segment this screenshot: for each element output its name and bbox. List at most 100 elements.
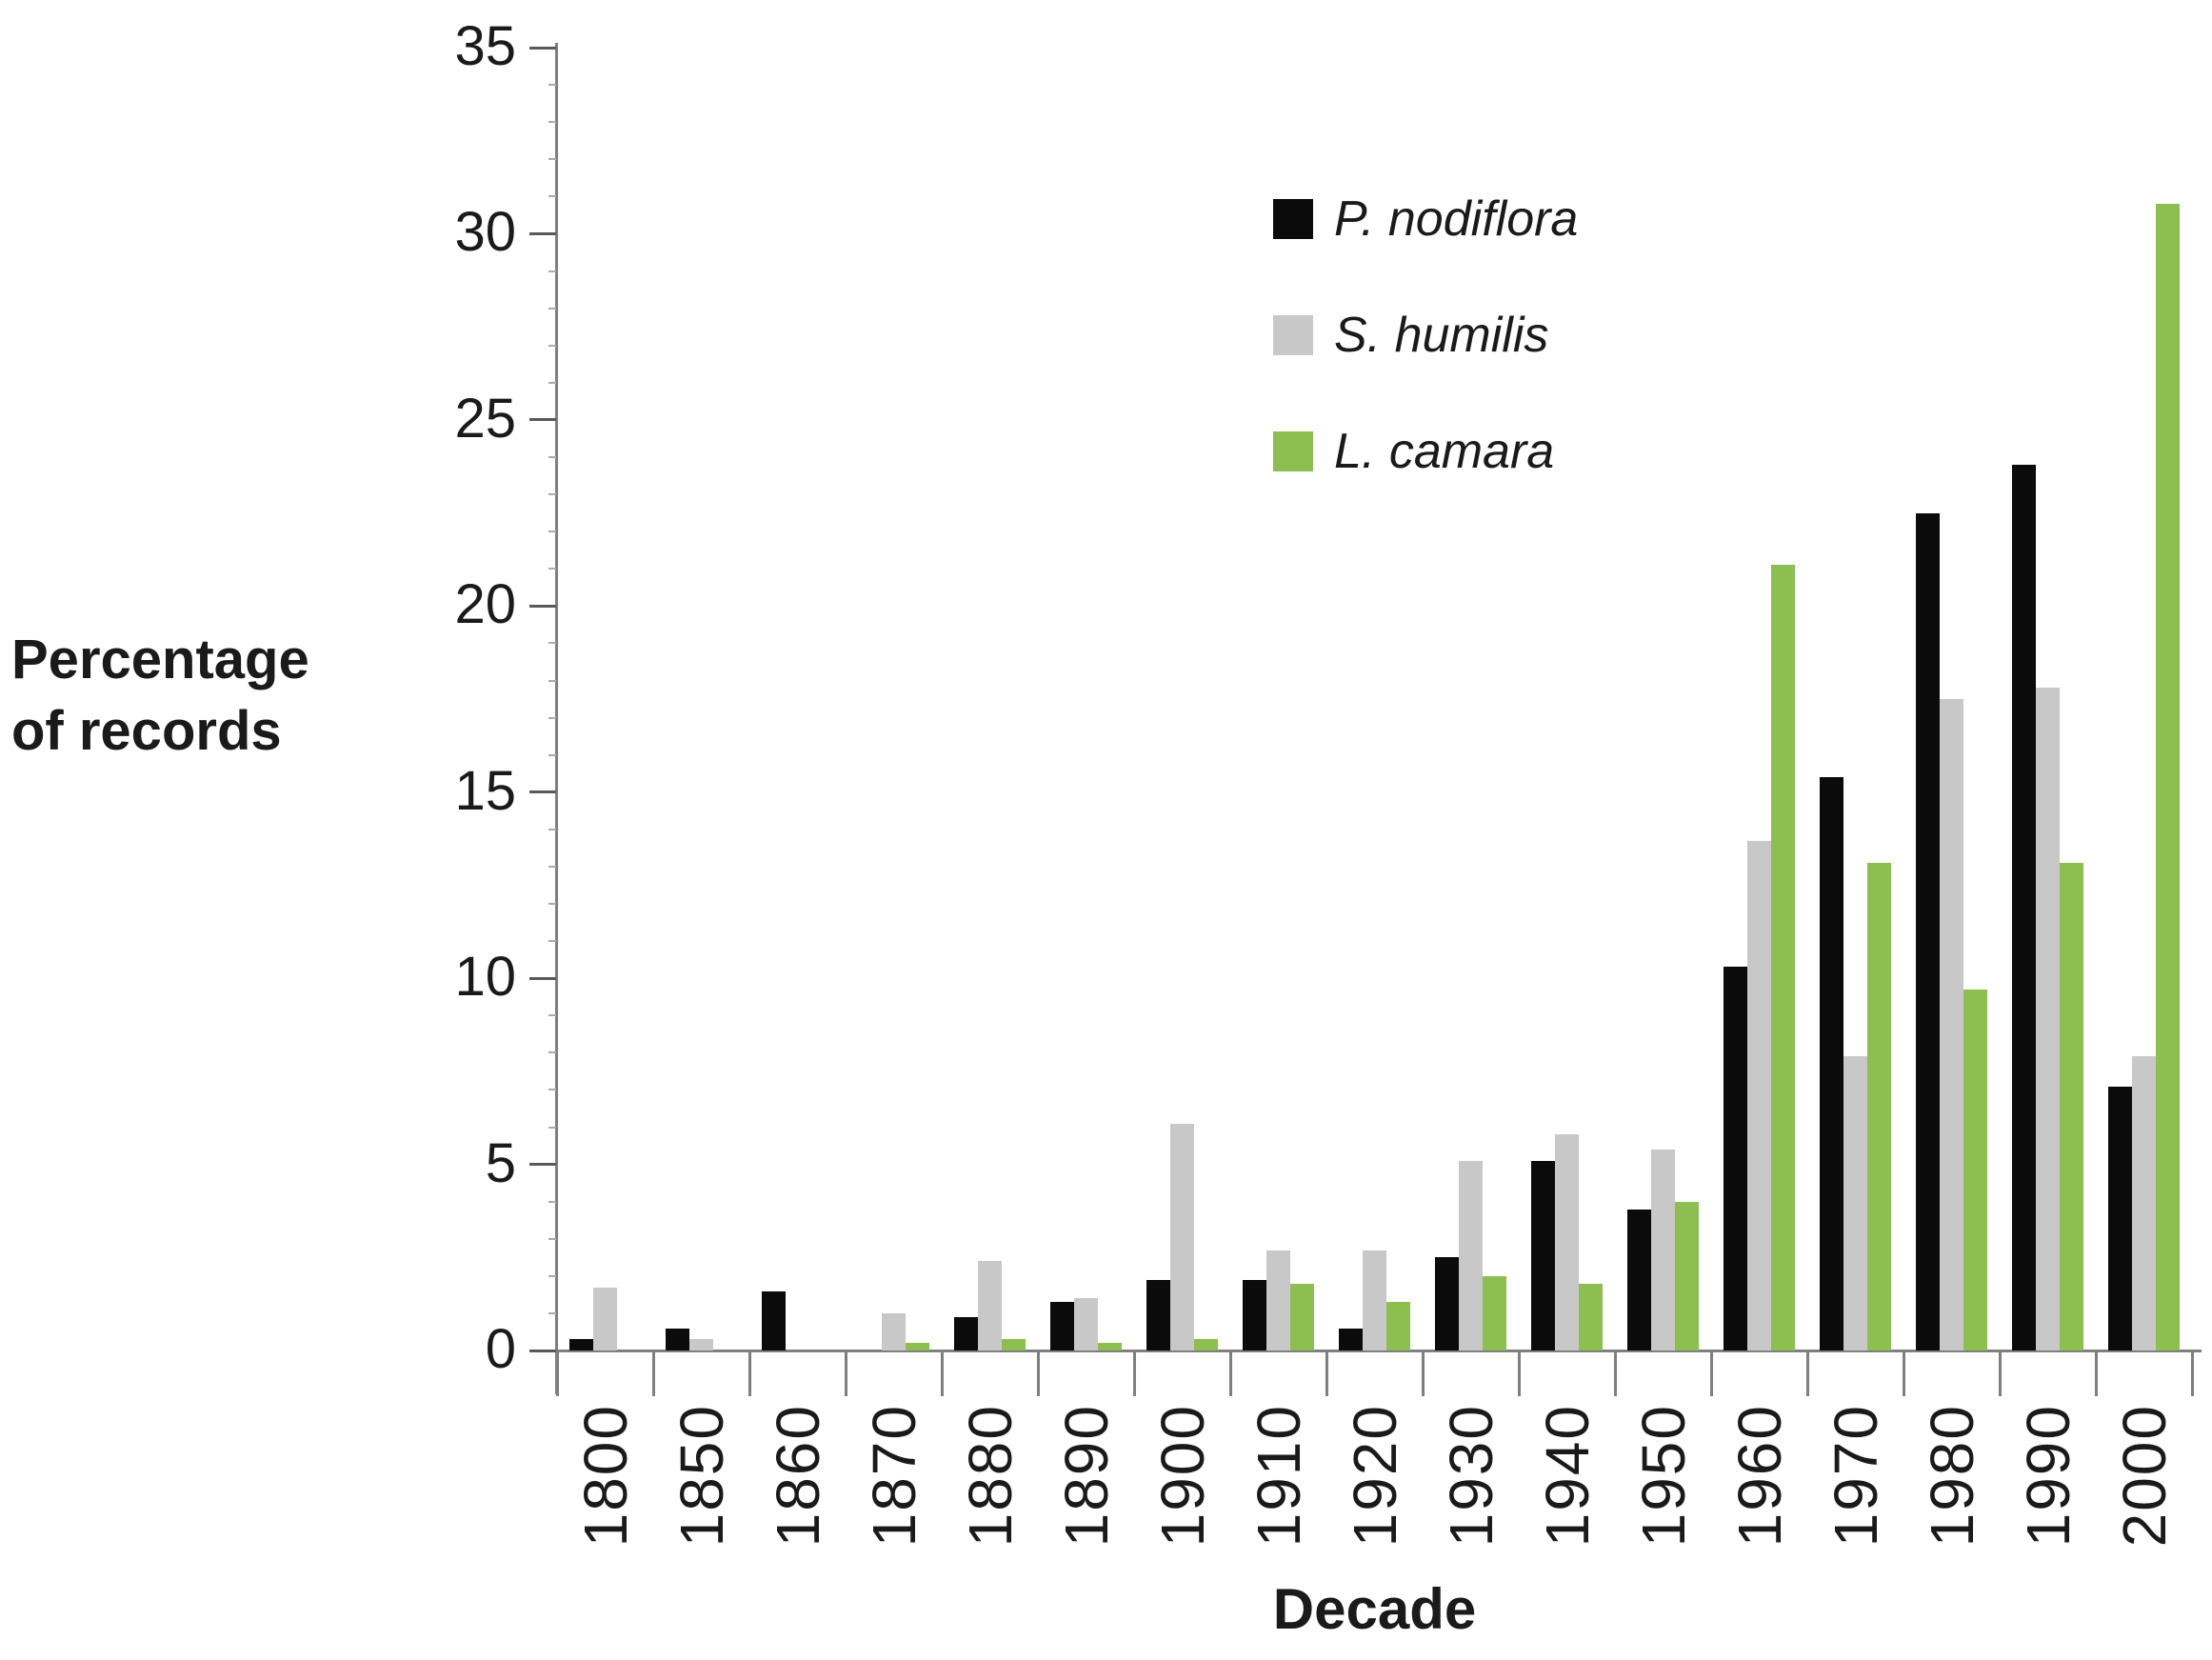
x-axis-label-1870: 1870 bbox=[846, 1404, 942, 1594]
bar-l-camara-1970 bbox=[1867, 863, 1891, 1350]
y-axis-minor-tick bbox=[548, 753, 556, 756]
bar-p-nodiflora-1880 bbox=[954, 1316, 978, 1350]
bar-s-humilis-1950 bbox=[1651, 1149, 1675, 1350]
x-axis-tick bbox=[555, 1352, 559, 1396]
y-axis-tick-label: 30 bbox=[454, 201, 516, 264]
y-axis-tick bbox=[529, 1349, 556, 1352]
bar-s-humilis-1960 bbox=[1747, 840, 1771, 1350]
bar-p-nodiflora-1940 bbox=[1531, 1160, 1555, 1350]
bar-p-nodiflora-1800 bbox=[569, 1339, 593, 1350]
x-axis-label-text: 1980 bbox=[1917, 1404, 1986, 1548]
x-axis-label-text: 1850 bbox=[667, 1404, 736, 1548]
legend-item-l-camara: L. camara bbox=[1273, 423, 1578, 480]
x-axis-tick bbox=[1421, 1352, 1425, 1396]
x-axis-tick bbox=[844, 1352, 847, 1396]
bar-l-camara-1990 bbox=[2060, 863, 2083, 1350]
bar-s-humilis-1890 bbox=[1074, 1298, 1098, 1350]
x-axis-label-text: 1900 bbox=[1147, 1404, 1217, 1548]
y-axis-tick-label: 0 bbox=[485, 1318, 516, 1380]
bar-p-nodiflora-1950 bbox=[1627, 1209, 1651, 1350]
y-axis-tick bbox=[529, 604, 556, 608]
bar-l-camara-1880 bbox=[1002, 1339, 1026, 1350]
x-axis-label-text: 1890 bbox=[1051, 1404, 1121, 1548]
bar-l-camara-1900 bbox=[1194, 1339, 1218, 1350]
x-axis-label-1930: 1930 bbox=[1423, 1404, 1519, 1594]
bar-p-nodiflora-1890 bbox=[1050, 1302, 1074, 1350]
x-axis-label-1980: 1980 bbox=[1903, 1404, 2000, 1594]
bar-p-nodiflora-1920 bbox=[1339, 1328, 1363, 1350]
legend-swatch bbox=[1273, 431, 1313, 471]
x-axis-label-2000: 2000 bbox=[2096, 1404, 2192, 1594]
x-axis-label-text: 1920 bbox=[1340, 1404, 1409, 1548]
legend-item-p-nodiflora: P. nodiflora bbox=[1273, 190, 1578, 248]
bar-s-humilis-1800 bbox=[593, 1287, 617, 1350]
x-axis-label-1940: 1940 bbox=[1519, 1404, 1615, 1594]
y-axis bbox=[555, 43, 558, 1394]
legend-label: P. nodiflora bbox=[1334, 191, 1579, 247]
bar-l-camara-1940 bbox=[1579, 1283, 1603, 1350]
y-axis-minor-tick bbox=[548, 1274, 556, 1277]
x-axis-tick bbox=[747, 1352, 751, 1396]
y-axis-tick bbox=[529, 231, 556, 235]
x-axis-tick bbox=[1036, 1352, 1040, 1396]
bar-s-humilis-1920 bbox=[1363, 1250, 1386, 1350]
y-axis-tick-label: 15 bbox=[454, 759, 516, 822]
y-axis-tick bbox=[529, 790, 556, 794]
x-axis bbox=[539, 1350, 2202, 1352]
legend-swatch bbox=[1273, 315, 1313, 355]
y-axis-minor-tick bbox=[548, 195, 556, 198]
x-axis-tick bbox=[2190, 1352, 2194, 1396]
y-axis-minor-tick bbox=[548, 865, 556, 868]
bar-p-nodiflora-1990 bbox=[2012, 464, 2036, 1350]
bar-l-camara-2000 bbox=[2156, 204, 2180, 1350]
y-axis-minor-tick bbox=[548, 1089, 556, 1091]
x-axis-label-text: 1880 bbox=[955, 1404, 1025, 1548]
y-axis-minor-tick bbox=[548, 121, 556, 124]
x-axis-tick bbox=[1709, 1352, 1713, 1396]
y-axis-minor-tick bbox=[548, 158, 556, 161]
x-axis-tick bbox=[1325, 1352, 1328, 1396]
y-axis-minor-tick bbox=[548, 568, 556, 570]
y-axis-minor-tick bbox=[548, 84, 556, 87]
y-axis-minor-tick bbox=[548, 716, 556, 719]
bar-s-humilis-1980 bbox=[1940, 699, 1963, 1350]
x-axis-label-1920: 1920 bbox=[1326, 1404, 1423, 1594]
bar-l-camara-1960 bbox=[1771, 565, 1795, 1350]
bar-p-nodiflora-1860 bbox=[762, 1290, 786, 1350]
y-axis-title-line1: Percentage bbox=[11, 629, 309, 690]
x-axis-tick bbox=[1613, 1352, 1617, 1396]
bar-p-nodiflora-1850 bbox=[666, 1328, 689, 1350]
bar-s-humilis-1850 bbox=[689, 1339, 713, 1350]
x-axis-label-1880: 1880 bbox=[942, 1404, 1038, 1594]
y-axis-minor-tick bbox=[548, 1126, 556, 1129]
legend-swatch bbox=[1273, 199, 1313, 239]
y-axis-title: Percentage of records bbox=[11, 624, 309, 768]
x-axis-label-1800: 1800 bbox=[557, 1404, 653, 1594]
x-axis-label-1950: 1950 bbox=[1615, 1404, 1711, 1594]
y-axis-tick bbox=[529, 1163, 556, 1167]
y-axis-minor-tick bbox=[548, 940, 556, 943]
y-axis-tick-label: 35 bbox=[454, 15, 516, 77]
bar-l-camara-1910 bbox=[1290, 1283, 1314, 1350]
y-axis-tick-label: 10 bbox=[454, 946, 516, 1009]
bar-l-camara-1950 bbox=[1675, 1201, 1699, 1350]
y-axis-minor-tick bbox=[548, 493, 556, 495]
bar-s-humilis-1990 bbox=[2036, 688, 2060, 1350]
bar-s-humilis-2000 bbox=[2132, 1056, 2156, 1350]
legend-label: S. humilis bbox=[1334, 308, 1549, 363]
x-axis-tick bbox=[651, 1352, 655, 1396]
x-axis-tick bbox=[1998, 1352, 2002, 1396]
x-axis-label-1910: 1910 bbox=[1230, 1404, 1326, 1594]
bar-s-humilis-1930 bbox=[1459, 1160, 1483, 1350]
bar-p-nodiflora-1960 bbox=[1724, 967, 1747, 1350]
y-axis-minor-tick bbox=[548, 270, 556, 272]
x-axis-tick bbox=[940, 1352, 944, 1396]
x-axis-label-text: 1930 bbox=[1436, 1404, 1505, 1548]
x-axis-label-1990: 1990 bbox=[2000, 1404, 2096, 1594]
bar-l-camara-1980 bbox=[1963, 989, 1987, 1350]
y-axis-tick bbox=[529, 418, 556, 422]
legend-item-s-humilis: S. humilis bbox=[1273, 307, 1578, 364]
bar-p-nodiflora-1980 bbox=[1916, 512, 1940, 1350]
bar-s-humilis-1910 bbox=[1266, 1250, 1290, 1350]
bar-s-humilis-1900 bbox=[1170, 1123, 1194, 1350]
